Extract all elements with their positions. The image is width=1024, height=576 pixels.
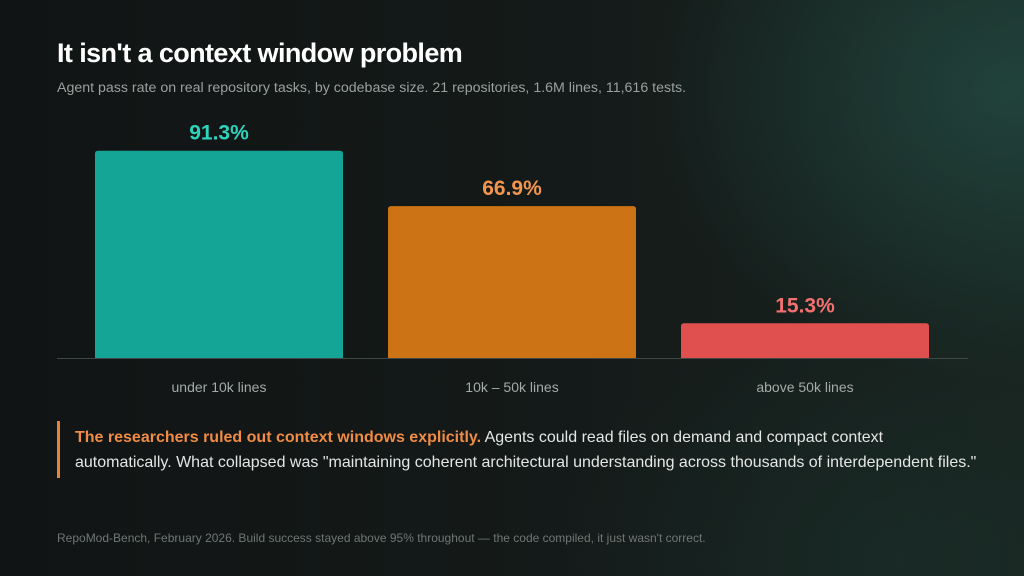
bar-value-label: 91.3% — [189, 122, 249, 145]
bar — [681, 323, 929, 358]
bar-chart: 91.3% under 10k lines 66.9% 10k – 50k lines… — [57, 122, 968, 395]
callout-box: The researchers ruled out context window… — [57, 421, 977, 478]
bar-value-label: 15.3% — [775, 294, 835, 317]
x-tick-label: under 10k lines — [172, 379, 267, 395]
x-tick-label: 10k – 50k lines — [465, 379, 558, 395]
footnote: RepoMod-Bench, February 2026. Build succ… — [57, 531, 706, 545]
chart-subtitle: Agent pass rate on real repository tasks… — [57, 80, 687, 96]
x-tick-label: above 50k lines — [756, 379, 853, 395]
page-title: It isn't a context window problem — [57, 38, 463, 68]
bar — [95, 150, 343, 358]
callout-text: Agents could read files on demand and co… — [75, 429, 977, 471]
callout-highlight: The researchers ruled out context window… — [75, 429, 482, 446]
bar-value-label: 66.9% — [482, 177, 542, 200]
bar — [388, 206, 636, 358]
